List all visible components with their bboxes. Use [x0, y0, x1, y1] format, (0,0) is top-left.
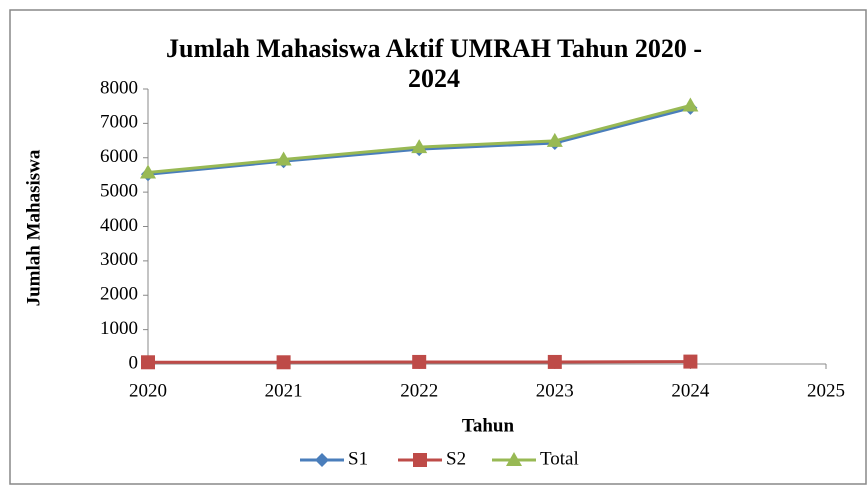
- chart-title: Jumlah Mahasiswa Aktif UMRAH Tahun 2020 …: [166, 34, 702, 93]
- x-axis-label: Tahun: [462, 415, 515, 436]
- y-tick-label: 6000: [100, 146, 138, 167]
- marker: [412, 354, 427, 369]
- marker: [546, 132, 563, 147]
- y-tick-label: 5000: [100, 180, 138, 201]
- x-tick-label: 2022: [400, 380, 438, 401]
- x-tick-label: 2025: [807, 380, 845, 401]
- border: [9, 9, 867, 485]
- legend-label: S2: [446, 448, 466, 469]
- y-axis-label: Jumlah Mahasiswa: [23, 149, 44, 306]
- x-tick-label: 2021: [265, 380, 303, 401]
- x-tick-label: 2020: [129, 380, 167, 401]
- marker: [276, 355, 291, 370]
- y-tick-label: 2000: [100, 284, 138, 305]
- legend-label: S1: [348, 448, 368, 469]
- legend-marker: [506, 452, 522, 466]
- marker: [275, 151, 292, 166]
- marker: [140, 164, 156, 179]
- legend-marker: [315, 453, 329, 467]
- marker: [683, 354, 698, 369]
- legend-label: Total: [540, 448, 579, 469]
- marker: [547, 354, 562, 369]
- marker: [682, 97, 699, 112]
- x-tick-label: 2023: [536, 380, 574, 401]
- y-tick-label: 3000: [100, 249, 138, 270]
- series-line: [147, 104, 691, 175]
- legend-marker: [413, 453, 427, 467]
- y-tick-label: 4000: [100, 215, 138, 236]
- y-tick-label: 7000: [100, 112, 138, 133]
- x-tick-label: 2024: [671, 380, 710, 401]
- marker: [141, 355, 155, 370]
- y-tick-label: 0: [129, 352, 139, 373]
- marker: [411, 139, 428, 154]
- y-tick-label: 8000: [100, 77, 138, 98]
- y-tick-label: 1000: [100, 318, 138, 339]
